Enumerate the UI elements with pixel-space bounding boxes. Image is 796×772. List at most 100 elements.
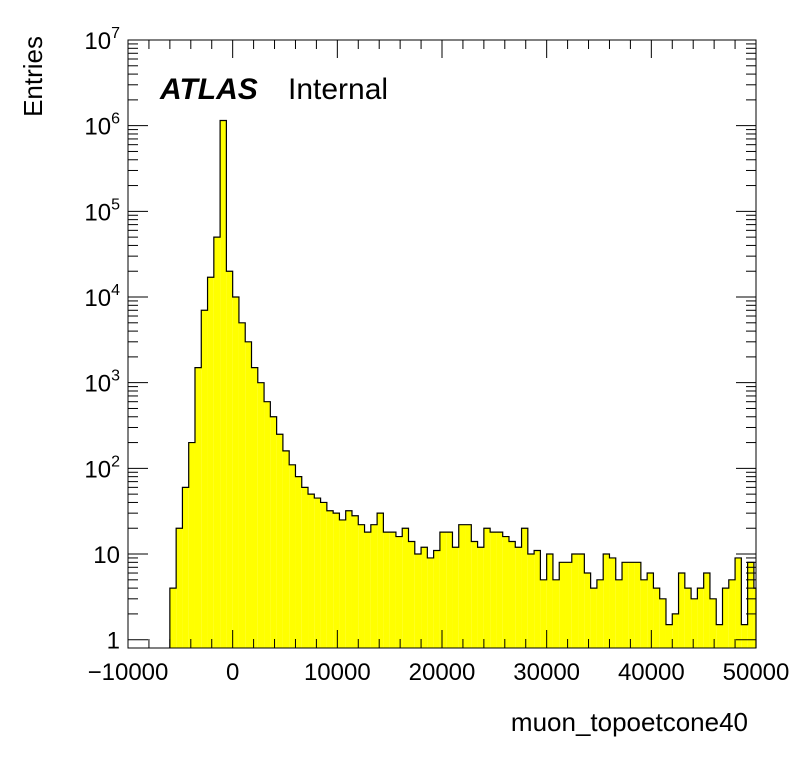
histogram-bin [433, 550, 440, 648]
histogram-bin [709, 598, 717, 648]
histogram-bin [282, 450, 290, 648]
histogram-bin [414, 554, 422, 648]
x-tick-label: 40000 [618, 659, 685, 686]
histogram-bin [571, 554, 579, 648]
histogram-bin [245, 341, 252, 648]
histogram-bin [351, 515, 359, 648]
histogram-bin [326, 510, 334, 648]
internal-label: Internal [288, 73, 388, 106]
histogram-bin [609, 557, 616, 648]
y-tick-label: 102 [84, 453, 120, 483]
histogram-bin [213, 237, 221, 648]
histogram-bin [446, 532, 453, 648]
histogram-bin [546, 554, 553, 648]
histogram-bin [295, 476, 302, 648]
histogram-bin [320, 502, 327, 648]
histogram-bin [728, 579, 736, 648]
axis-ticks [127, 39, 757, 648]
histogram-bin [672, 613, 679, 648]
histogram-bin [276, 434, 283, 648]
x-tick-label: 10000 [304, 659, 371, 686]
histogram-bin [408, 541, 415, 648]
histogram-bin [439, 532, 447, 648]
histogram-bin [226, 271, 233, 648]
y-tick-label: 106 [84, 111, 120, 141]
atlas-label: ATLAS [159, 73, 258, 106]
x-tick-label: 20000 [409, 659, 476, 686]
histogram-bin [665, 624, 673, 648]
y-tick-label: 105 [84, 196, 120, 226]
histogram-bin [477, 547, 484, 648]
histogram-bin [747, 562, 754, 648]
histogram-bin [565, 562, 572, 648]
histogram-bin [678, 573, 685, 648]
histogram-bin [238, 322, 246, 648]
histogram-bin [176, 528, 183, 648]
x-tick-label: 50000 [723, 659, 790, 686]
histogram-bin [301, 487, 309, 648]
x-tick-label: 30000 [513, 659, 580, 686]
histogram-bin [521, 528, 528, 648]
histogram-bin [722, 588, 729, 648]
y-tick-label: 103 [84, 368, 120, 398]
histogram-bin [314, 498, 321, 648]
histogram-bin [471, 541, 478, 648]
histogram-bin [741, 624, 748, 648]
histogram-bin [427, 557, 434, 648]
histogram-bin [647, 573, 654, 648]
histogram-bin [358, 524, 365, 648]
histogram-bin [333, 513, 340, 648]
histogram-bin [534, 550, 541, 648]
histogram-bin [345, 510, 352, 648]
histogram-bin [207, 277, 214, 648]
histogram-bin [257, 382, 265, 648]
histogram-bin [527, 554, 535, 648]
histogram-bin [584, 573, 591, 648]
histogram-bin [753, 588, 756, 648]
x-axis-title: muon_topoetcone40 [511, 707, 748, 737]
histogram-bin [578, 554, 585, 648]
histogram-bin [452, 547, 459, 648]
histogram-bin [703, 573, 710, 648]
y-tick-label: 1 [107, 628, 120, 655]
histogram-bin [552, 579, 560, 648]
y-tick-label: 107 [84, 25, 120, 55]
histogram-bin [182, 487, 189, 648]
histogram-bin [496, 532, 503, 648]
histogram-bin [628, 562, 635, 648]
histogram-bin [232, 297, 239, 648]
histogram-bin [603, 554, 610, 648]
histogram-bin [559, 562, 566, 648]
histogram-bin [590, 588, 597, 648]
histogram-bin [270, 416, 277, 648]
histogram-bin [251, 367, 258, 648]
y-axis-title: Entries [18, 36, 48, 117]
histogram-bin [377, 513, 384, 648]
histogram-bin [684, 588, 692, 648]
histogram-bin [188, 442, 195, 648]
histogram-bin [389, 532, 396, 648]
y-tick-label: 104 [84, 282, 120, 312]
histogram-bin [483, 528, 491, 648]
histogram-bin [421, 547, 428, 648]
x-tick-labels: −10000 0 10000 20000 30000 40000 50000 [88, 659, 790, 686]
histogram-bin [691, 598, 698, 648]
histogram-bin [402, 528, 409, 648]
histogram-bin [634, 562, 641, 648]
histogram-bin [540, 579, 547, 648]
x-tick-label: 0 [226, 659, 239, 686]
x-tick-label: −10000 [88, 659, 169, 686]
histogram-bin [465, 524, 472, 648]
histogram-bin [596, 579, 604, 648]
histogram-bin [490, 532, 497, 648]
histogram-bin [659, 598, 666, 648]
histogram-bin [653, 588, 660, 648]
histogram-bin [458, 524, 466, 648]
histogram-bin [169, 588, 177, 648]
histogram-bin [364, 532, 371, 648]
histogram-bin [615, 579, 623, 648]
histogram-outline [169, 119, 757, 648]
histogram-bin [515, 547, 522, 648]
histogram-bin [220, 120, 227, 648]
